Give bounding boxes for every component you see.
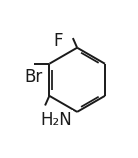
Text: F: F xyxy=(54,32,63,50)
Text: Br: Br xyxy=(25,68,43,86)
Text: H₂N: H₂N xyxy=(40,111,72,129)
